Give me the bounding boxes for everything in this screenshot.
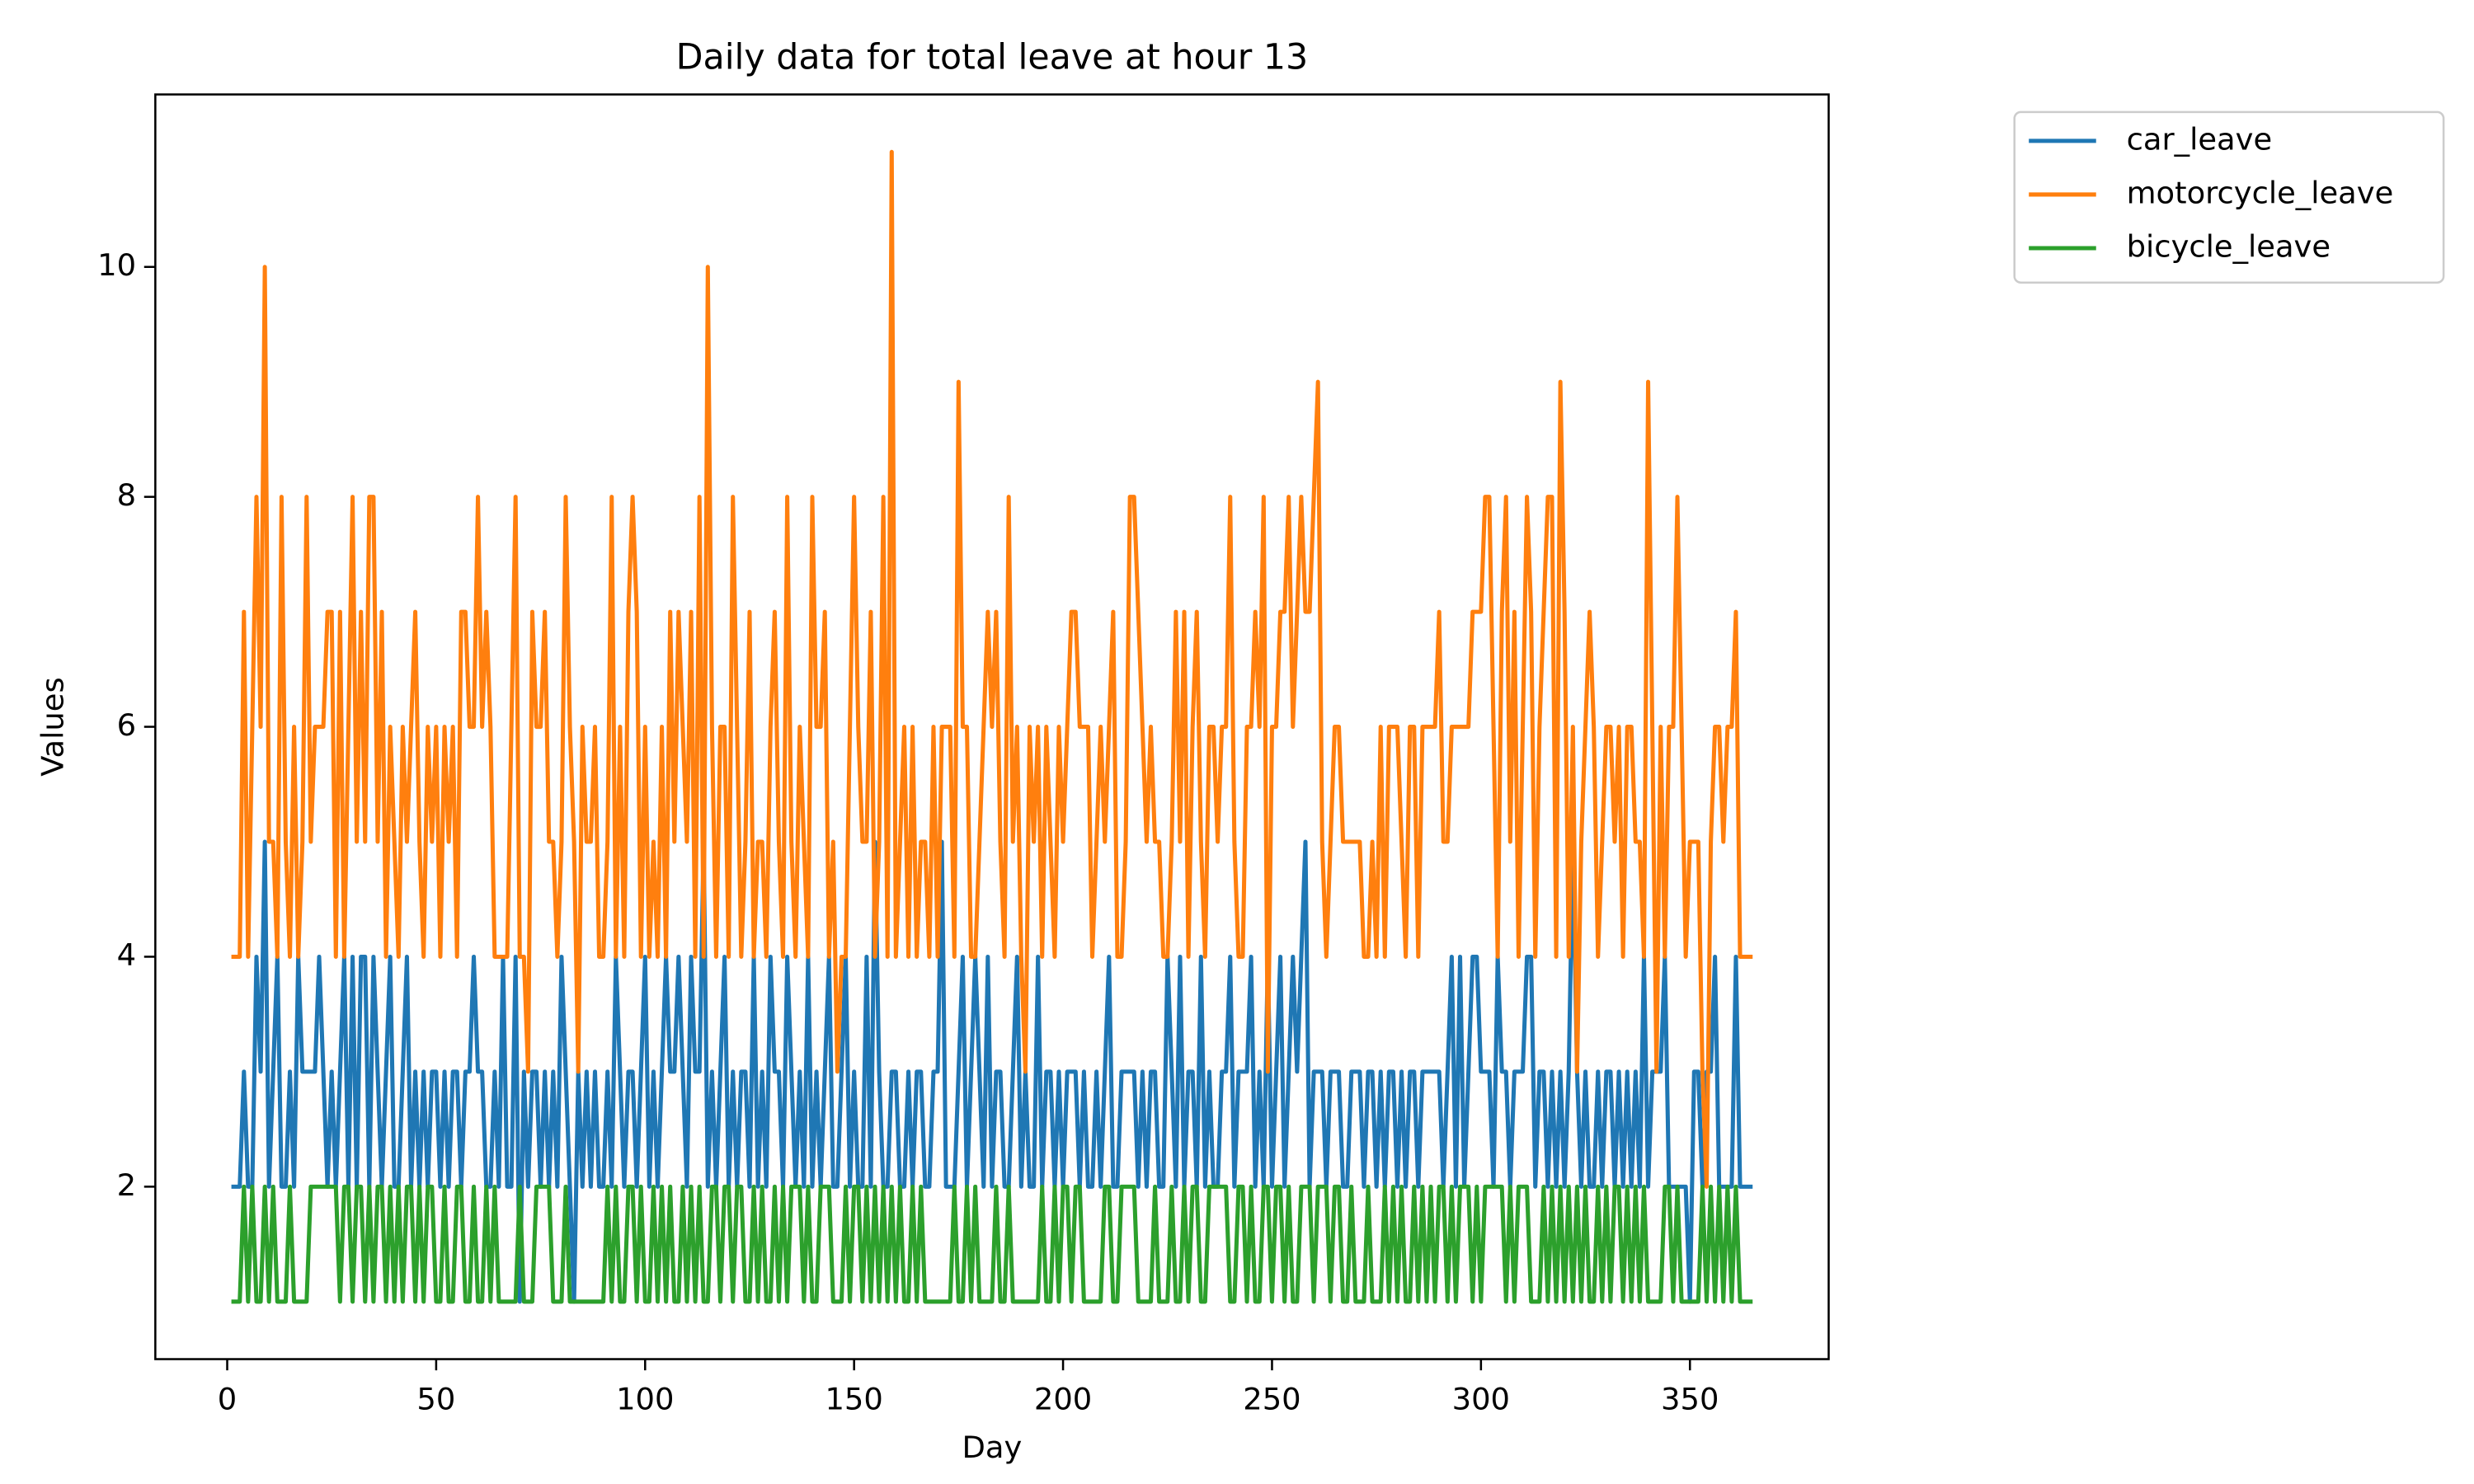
legend-label: car_leave [2127,121,2273,157]
x-axis-label: Day [962,1430,1022,1465]
series-line [231,839,1753,1304]
x-tick-label: 100 [616,1382,674,1417]
x-tick-label: 0 [218,1382,237,1417]
chart-title: Daily data for total leave at hour 13 [676,36,1309,77]
series-line [231,1184,1753,1304]
x-tick-label: 300 [1452,1382,1510,1417]
plot-frame [154,93,1830,1360]
legend-box [2013,110,2445,284]
y-tick-label: 10 [97,247,136,283]
y-axis-label: Values [35,677,71,776]
y-tick-label: 8 [117,477,136,513]
x-tick-label: 350 [1661,1382,1719,1417]
legend-label: bicycle_leave [2127,228,2331,264]
x-tick-label: 250 [1243,1382,1300,1417]
x-tick-label: 50 [416,1382,455,1417]
legend-label: motorcycle_leave [2127,175,2394,210]
x-tick-label: 150 [825,1382,882,1417]
y-tick-label: 6 [117,707,136,743]
x-tick-label: 200 [1034,1382,1092,1417]
y-tick-label: 4 [117,937,136,973]
y-tick-label: 2 [117,1167,136,1203]
series-line [231,149,1753,1189]
